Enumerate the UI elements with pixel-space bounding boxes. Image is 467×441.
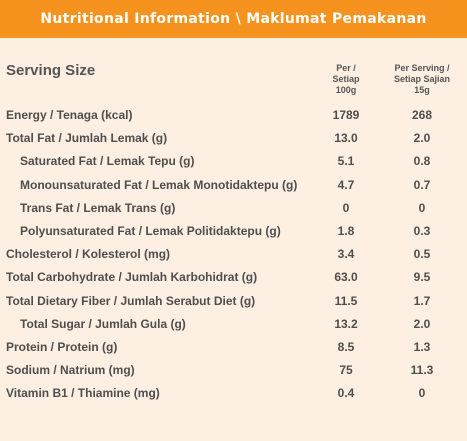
table-row: Energy / Tenaga (kcal) 1789 268 [0,104,467,127]
column-header-per-100g: Per / Setiap 100g [316,63,376,96]
table-row: Trans Fat / Lemak Trans (g) 0 0 [0,197,467,220]
column-header-line: Per / [336,63,356,73]
column-header-line: Setiap [332,74,360,84]
value-per-100g: 4.7 [337,177,355,192]
value-per-100g: 63.0 [334,270,358,285]
value-per-serving: 0.5 [413,247,431,262]
table-row: Monounsaturated Fat / Lemak Monotidaktep… [0,174,467,197]
nutrient-label: Total Fat / Jumlah Lemak (g) [6,131,168,146]
nutrient-label: Cholesterol / Kolesterol (mg) [6,247,171,262]
value-per-serving: 9.5 [413,270,431,285]
table-row: Polyunsaturated Fat / Lemak Politidaktep… [0,220,467,243]
value-per-serving: 1.7 [413,293,431,308]
table-row: Protein / Protein (g) 8.5 1.3 [0,336,467,359]
column-header-line: Per Serving / [394,63,450,73]
nutrient-label: Total Dietary Fiber / Jumlah Serabut Die… [6,293,256,308]
nutrient-label: Monounsaturated Fat / Lemak Monotidaktep… [20,177,298,192]
value-per-serving: 0 [418,386,426,401]
nutrient-label: Energy / Tenaga (kcal) [6,108,133,122]
value-per-serving: 0.8 [413,154,431,169]
table-row: Cholesterol / Kolesterol (mg) 3.4 0.5 [0,243,467,266]
serving-size-heading: Serving Size [6,62,96,79]
table-row: Total Sugar / Jumlah Gula (g) 13.2 2.0 [0,313,467,336]
value-per-100g: 1.8 [337,224,355,238]
table-row: Total Fat / Jumlah Lemak (g) 13.0 2.0 [0,127,467,150]
value-per-serving: 0 [418,200,426,215]
value-per-serving: 0.7 [413,177,431,192]
value-per-100g: 75 [339,363,353,378]
value-per-serving: 2.0 [413,316,431,331]
value-per-100g: 1789 [332,108,360,122]
nutrient-label: Trans Fat / Lemak Trans (g) [20,200,176,215]
value-per-100g: 3.4 [337,247,355,262]
column-header-line: Setiap Sajian [393,74,451,84]
value-per-100g: 8.5 [337,340,355,354]
nutrient-label: Polyunsaturated Fat / Lemak Politidaktep… [20,224,281,238]
value-per-100g: 0 [342,200,350,215]
nutrient-label: Sodium / Natrium (mg) [6,363,135,378]
nutrient-label: Protein / Protein (g) [6,340,118,354]
table-row: Vitamin B1 / Thiamine (mg) 0.4 0 [0,382,467,405]
column-header-per-serving: Per Serving / Setiap Sajian 15g [386,63,458,96]
value-per-100g: 0.4 [337,386,355,401]
nutrient-label: Total Carbohydrate / Jumlah Karbohidrat … [6,270,258,285]
page-title: Nutritional Information \ Maklumat Pemak… [40,11,427,27]
table-row: Sodium / Natrium (mg) 75 11.3 [0,359,467,382]
value-per-serving: 2.0 [413,131,431,146]
value-per-serving: 0.3 [413,224,431,238]
value-per-100g: 5.1 [337,154,355,169]
nutrient-label: Vitamin B1 / Thiamine (mg) [6,386,160,401]
nutrient-label: Total Sugar / Jumlah Gula (g) [20,316,186,331]
value-per-100g: 13.2 [334,316,358,331]
table-row: Saturated Fat / Lemak Tepu (g) 5.1 0.8 [0,150,467,173]
column-header-line: 100g [335,85,357,95]
table-row: Total Dietary Fiber / Jumlah Serabut Die… [0,290,467,313]
value-per-serving: 11.3 [410,363,434,378]
table-row: Total Carbohydrate / Jumlah Karbohidrat … [0,266,467,289]
column-header-line: 15g [414,85,430,95]
value-per-100g: 11.5 [334,293,358,308]
value-per-100g: 13.0 [334,131,358,146]
title-banner: Nutritional Information \ Maklumat Pemak… [0,0,467,38]
value-per-serving: 268 [411,108,433,122]
value-per-serving: 1.3 [413,340,431,354]
nutrient-label: Saturated Fat / Lemak Tepu (g) [20,154,195,169]
